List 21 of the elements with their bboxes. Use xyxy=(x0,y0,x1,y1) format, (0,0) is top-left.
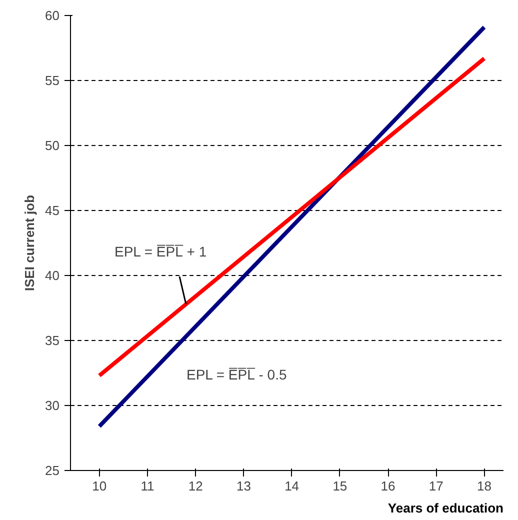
annotation: EPL = E̅P̅L̅ - 0.5 xyxy=(186,366,287,382)
x-tick-label: 12 xyxy=(188,478,203,494)
y-tick-label: 35 xyxy=(45,333,60,348)
y-axis-title: ISEI current job xyxy=(22,194,38,292)
x-tick-label: 15 xyxy=(332,478,348,494)
y-tick-label: 45 xyxy=(45,203,60,218)
x-tick-label: 18 xyxy=(477,478,492,494)
x-axis-title: Years of education xyxy=(388,500,504,516)
y-tick-label: 30 xyxy=(45,398,60,413)
y-tick-label: 55 xyxy=(45,73,60,88)
x-tick-label: 14 xyxy=(284,478,300,494)
x-tick-label: 13 xyxy=(236,478,251,494)
x-tick-label: 11 xyxy=(140,478,154,494)
x-tick-label: 16 xyxy=(380,478,396,494)
x-tick-label: 17 xyxy=(428,478,444,494)
y-tick-label: 40 xyxy=(45,268,60,283)
y-tick-label: 50 xyxy=(45,138,60,153)
annotation: EPL = E̅P̅L̅ + 1 xyxy=(114,244,207,260)
y-tick-label: 25 xyxy=(45,463,60,478)
y-tick-label: 60 xyxy=(45,8,60,23)
x-tick-label: 10 xyxy=(92,478,107,494)
